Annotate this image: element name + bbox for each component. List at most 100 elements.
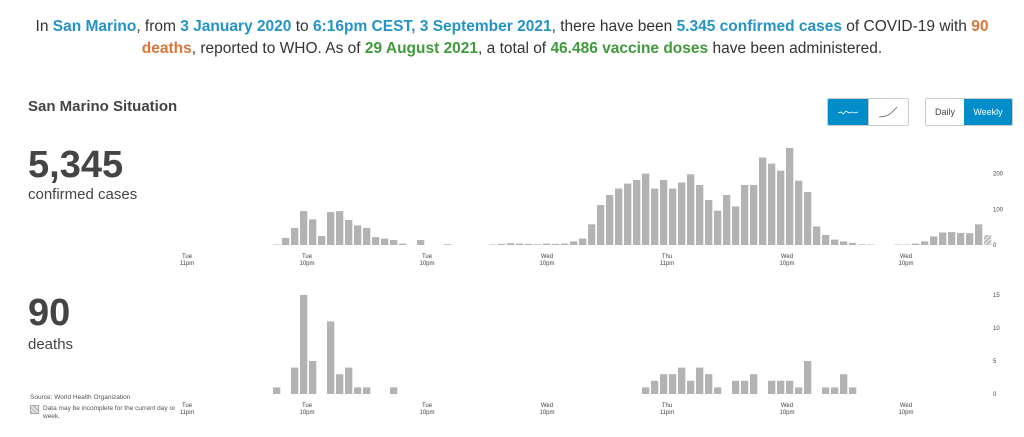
deaths-bar xyxy=(795,387,803,394)
cases-bar xyxy=(696,185,704,245)
deaths-x-tick-day: Wed xyxy=(781,403,793,409)
cases-bar xyxy=(831,239,839,245)
section-title: San Marino Situation xyxy=(28,98,178,115)
deaths-bar xyxy=(651,380,659,394)
deaths-bar xyxy=(309,361,317,394)
deaths-bar xyxy=(705,374,713,394)
deaths-bar xyxy=(390,387,398,394)
cases-x-tick-day: Wed xyxy=(900,254,912,260)
deaths-bar xyxy=(291,367,299,394)
curve-icon xyxy=(879,106,898,118)
deaths-bar xyxy=(300,295,308,394)
deaths-bar xyxy=(750,374,758,394)
cases-bar xyxy=(282,237,290,245)
cases-bar xyxy=(552,243,560,245)
deaths-bar xyxy=(642,387,650,394)
cases-bar xyxy=(966,233,974,245)
deaths-x-tick-time: 10pm xyxy=(299,410,314,416)
vaccine-date: 29 August 2021 xyxy=(364,40,479,57)
cases-bar xyxy=(723,195,731,245)
cases-bar xyxy=(741,185,749,245)
start-date: 3 January 2020 xyxy=(180,18,292,35)
cases-x-tick-time: 11pm xyxy=(180,261,195,267)
daily-button[interactable]: Daily xyxy=(926,99,964,125)
cases-bar xyxy=(399,243,407,245)
deaths-bar xyxy=(822,387,830,394)
deaths-bar xyxy=(687,380,695,394)
deaths-bar xyxy=(714,387,722,394)
cases-bar xyxy=(561,243,569,245)
cases-bar xyxy=(381,238,389,245)
cases-bar xyxy=(309,219,317,245)
deaths-bar xyxy=(849,387,857,394)
cases-bar xyxy=(849,242,857,245)
deaths-bar xyxy=(696,367,704,394)
cases-bar xyxy=(660,180,668,245)
cases-bar xyxy=(570,241,578,245)
deaths-x-tick-day: Tue xyxy=(302,403,313,409)
cases-bar xyxy=(336,211,344,245)
headline-text: to xyxy=(291,18,313,35)
cases-bar xyxy=(507,243,515,245)
cases-x-tick-time: 10pm xyxy=(539,261,554,267)
deaths-bar xyxy=(273,387,281,394)
cases-x-tick-time: 11pm xyxy=(660,261,675,267)
cases-x-tick-time: 10pm xyxy=(779,261,794,267)
cases-y-tick-label: 200 xyxy=(993,172,1004,178)
source-note: Source: World Health Organization xyxy=(30,394,131,401)
deaths-bar xyxy=(363,387,371,394)
cases-bar xyxy=(750,185,758,245)
cases-x-tick-time: 10pm xyxy=(898,261,913,267)
deaths-x-tick-day: Thu xyxy=(662,403,672,409)
vaccine-doses: 46.486 vaccine doses xyxy=(550,40,709,57)
cases-bar xyxy=(921,241,929,245)
linear-scale-button[interactable] xyxy=(828,99,868,125)
cases-x-tick-day: Tue xyxy=(302,254,313,260)
deaths-bar xyxy=(336,374,344,394)
cases-x-tick-time: 10pm xyxy=(419,261,434,267)
cumulative-scale-button[interactable] xyxy=(867,99,908,125)
cases-bar xyxy=(939,232,947,245)
cases-bar xyxy=(840,241,848,245)
cases-bar xyxy=(705,200,713,245)
deaths-total: 90 deaths xyxy=(141,18,989,57)
summary-headline: In San Marino, from 3 January 2020 to 6:… xyxy=(20,16,1004,60)
deaths-y-tick-label: 15 xyxy=(993,293,1000,299)
cases-bar xyxy=(588,224,596,245)
cases-bar xyxy=(777,170,785,245)
cases-bar xyxy=(795,180,803,245)
cases-bar xyxy=(858,244,866,245)
cases-bar xyxy=(597,205,605,245)
cases-bar xyxy=(498,243,506,245)
headline-text: , a total of xyxy=(478,40,551,57)
cases-bar xyxy=(687,174,695,245)
deaths-bar xyxy=(327,321,335,394)
cases-bar xyxy=(669,188,677,245)
cases-bar xyxy=(813,226,821,245)
cases-bar xyxy=(759,157,767,245)
deaths-label: deaths xyxy=(28,336,74,353)
cases-bar xyxy=(417,240,425,245)
headline-text: , there have been xyxy=(551,18,677,35)
deaths-bar xyxy=(678,367,686,394)
deaths-x-tick-day: Wed xyxy=(541,403,553,409)
deaths-x-tick-time: 10pm xyxy=(779,410,794,416)
cases-bar xyxy=(804,192,812,245)
cases-x-tick-day: Tue xyxy=(182,254,193,260)
cases-bar xyxy=(543,243,551,245)
cases-x-tick-day: Wed xyxy=(541,254,553,260)
cases-bar xyxy=(444,244,452,245)
headline-text: of COVID-19 with xyxy=(842,18,972,35)
deaths-x-tick-time: 10pm xyxy=(898,410,913,416)
cases-bar xyxy=(642,173,650,245)
incomplete-note: Data may be incomplete for the current d… xyxy=(30,405,178,421)
cases-bar xyxy=(786,147,794,245)
cases-bar xyxy=(975,224,983,245)
chart-style-toggle xyxy=(827,98,909,126)
cases-bar xyxy=(534,244,542,245)
cases-bar xyxy=(291,227,299,245)
deaths-bar xyxy=(831,387,839,394)
weekly-button[interactable]: Weekly xyxy=(964,99,1012,125)
cases-bar xyxy=(948,232,956,245)
